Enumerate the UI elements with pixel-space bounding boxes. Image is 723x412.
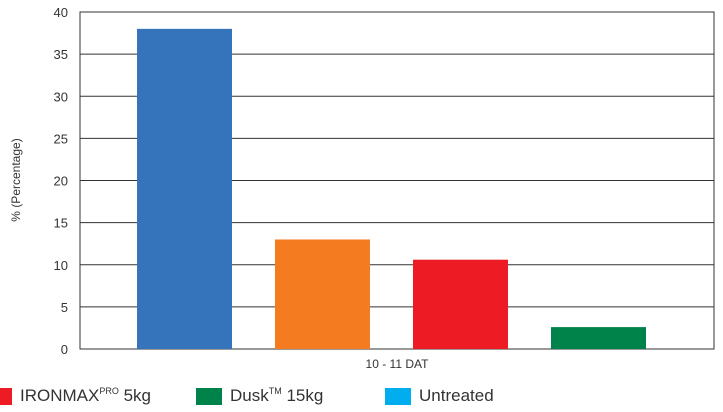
bar — [413, 259, 508, 349]
bar — [551, 327, 646, 349]
legend-label: Untreated — [419, 386, 494, 406]
legend-item: IRONMAXPRO 5kg — [0, 383, 151, 409]
y-tick-label: 10 — [54, 258, 68, 273]
bar — [275, 239, 370, 349]
bar — [137, 28, 232, 349]
y-axis-label: % (Percentage) — [9, 138, 23, 221]
legend-superscript: PRO — [99, 386, 119, 396]
legend-item: Untreated — [385, 383, 494, 409]
y-tick-label: 15 — [54, 216, 68, 231]
x-category-label: 10 - 11 DAT — [366, 357, 430, 371]
legend-suffix: 5kg — [118, 386, 151, 405]
legend-label: IRONMAXPRO 5kg — [20, 386, 151, 406]
legend-suffix: 15kg — [281, 386, 324, 405]
y-tick-label: 20 — [54, 174, 68, 189]
bar-chart: 0 5 10 15 20 25 30 35 40 10 - 11 DAT % (Percenta… — [9, 5, 715, 371]
legend-swatch — [385, 387, 411, 405]
legend-superscript: TM — [268, 386, 282, 396]
legend-label: DuskTM 15kg — [230, 386, 323, 406]
y-tick-label: 0 — [61, 342, 68, 357]
legend-name: IRONMAX — [20, 386, 100, 405]
y-tick-label: 25 — [54, 131, 68, 146]
y-tick-label: 40 — [54, 5, 68, 20]
legend-item: DuskTM 15kg — [196, 383, 323, 409]
y-tick-label: 30 — [54, 89, 68, 104]
y-tick-labels: 0 5 10 15 20 25 30 35 40 — [54, 5, 68, 357]
legend-name: Untreated — [419, 386, 494, 405]
legend-swatch — [0, 387, 12, 405]
y-tick-label: 5 — [61, 300, 68, 315]
x-category-labels: 10 - 11 DAT — [366, 357, 430, 371]
legend-swatch — [196, 387, 222, 405]
legend-name: Dusk — [230, 386, 269, 405]
legend: IRONMAXPRO 5kg DuskTM 15kg Untreated — [0, 383, 723, 409]
bars — [137, 28, 646, 349]
y-tick-label: 35 — [54, 47, 68, 62]
